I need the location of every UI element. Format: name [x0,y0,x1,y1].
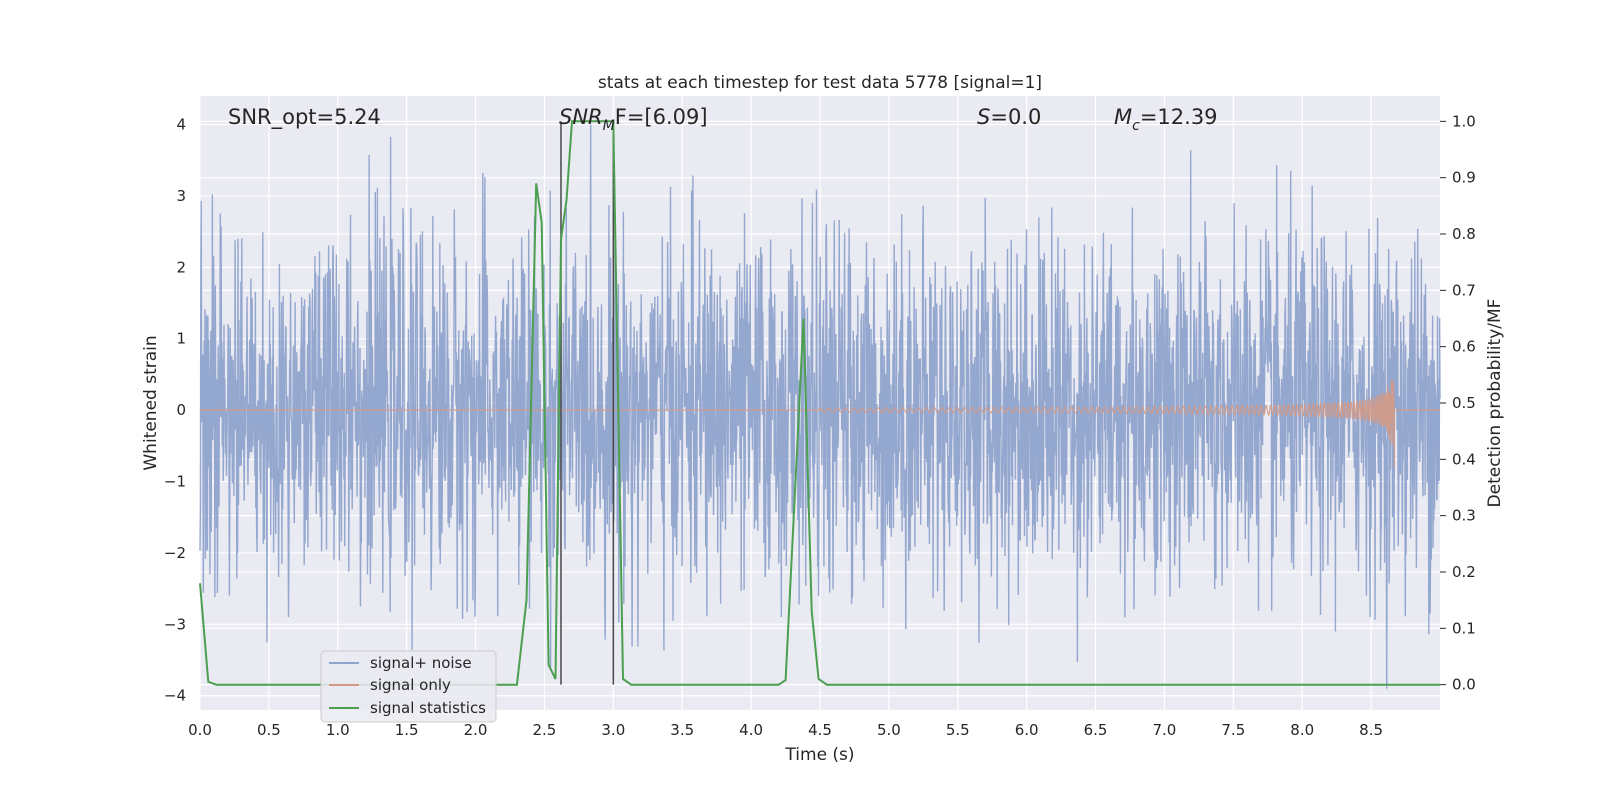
y2-tick-label: 0.4 [1452,450,1476,468]
y2-tick-label: 0.1 [1452,619,1476,637]
snr-opt-annotation: SNR_opt=5.24 [228,105,381,130]
s-symbol: S [977,105,990,129]
y2-tick-label: 0.6 [1452,338,1476,356]
x-tick-label: 8.5 [1359,721,1383,739]
y-tick-label: −3 [164,615,186,633]
y-axis-label: Whitened strain [141,335,161,470]
x-tick-label: 3.5 [670,721,694,739]
signal-only-series [200,379,1440,468]
y-tick-label: −1 [164,473,186,491]
y-tick-label: 2 [176,258,186,276]
snr-mf-symbol: SNR [559,105,603,129]
y-tick-label: 4 [176,116,186,134]
x-tick-label: 2.5 [533,721,557,739]
mc-symbol: M [1114,105,1132,129]
snr-mf-value: F=[6.09] [615,105,708,129]
y-tick-label: 1 [176,330,186,348]
y2-tick-label: 0.0 [1452,676,1476,694]
mc-subscript: c [1132,118,1140,134]
legend-label-signal-noise: signal+ noise [370,654,472,672]
x-tick-label: 4.0 [739,721,763,739]
x-axis-ticks: 0.0 0.5 1.0 1.5 2.0 2.5 3.0 3.5 4.0 4.5 5.0 5.5 6.0 6… [188,721,1383,739]
x-tick-label: 5.0 [877,721,901,739]
s-annotation: S=0.0 [977,105,1041,129]
y-tick-label: 0 [176,401,186,419]
x-tick-label: 1.5 [395,721,419,739]
y-axis-ticks: 4 3 2 1 0 −1 −2 −3 −4 [164,116,186,705]
x-tick-label: 0.5 [257,721,281,739]
x-tick-label: 7.0 [1153,721,1177,739]
y-tick-label: −2 [164,544,186,562]
y2-tick-label: 0.2 [1452,563,1476,581]
vertical-markers [560,121,615,685]
mc-value: =12.39 [1140,105,1218,129]
signal-only-line [200,379,1440,468]
y2-tick-label: 0.5 [1452,394,1476,412]
x-tick-label: 5.5 [946,721,970,739]
snr-mf-annotation: SNRMF=[6.09] [559,105,708,134]
mc-annotation: Mc=12.39 [1114,105,1218,134]
x-tick-label: 8.0 [1290,721,1314,739]
legend: signal+ noise signal only signal statist… [320,650,497,723]
y2-tick-label: 0.7 [1452,281,1476,299]
x-tick-label: 6.0 [1015,721,1039,739]
x-tick-label: 0.0 [188,721,212,739]
chart-title: stats at each timestep for test data 577… [598,73,1042,93]
x-axis-label: Time (s) [784,745,854,765]
legend-label-signal-only: signal only [370,676,451,694]
legend-box [320,650,497,723]
y2-tick-label: 0.3 [1452,507,1476,525]
x-tick-label: 1.0 [326,721,350,739]
x-tick-label: 6.5 [1084,721,1108,739]
x-tick-label: 3.0 [601,721,625,739]
y-tick-label: 3 [176,187,186,205]
legend-label-signal-statistics: signal statistics [370,699,486,717]
s-value: =0.0 [990,105,1041,129]
x-tick-label: 2.0 [464,721,488,739]
x-tick-label: 7.5 [1221,721,1245,739]
y2-tick-label: 1.0 [1452,112,1476,130]
y-tick-label: −4 [164,687,186,705]
y2-axis-ticks: 1.0 0.9 0.8 0.7 0.6 0.5 0.4 0.3 0.2 0.1 0.0 [1440,112,1476,694]
y2-tick-label: 0.9 [1452,169,1476,187]
snr-mf-subscript: M [603,118,615,134]
x-tick-label: 4.5 [808,721,832,739]
y2-axis-label: Detection probability/MF [1485,299,1505,508]
y2-tick-label: 0.8 [1452,225,1476,243]
